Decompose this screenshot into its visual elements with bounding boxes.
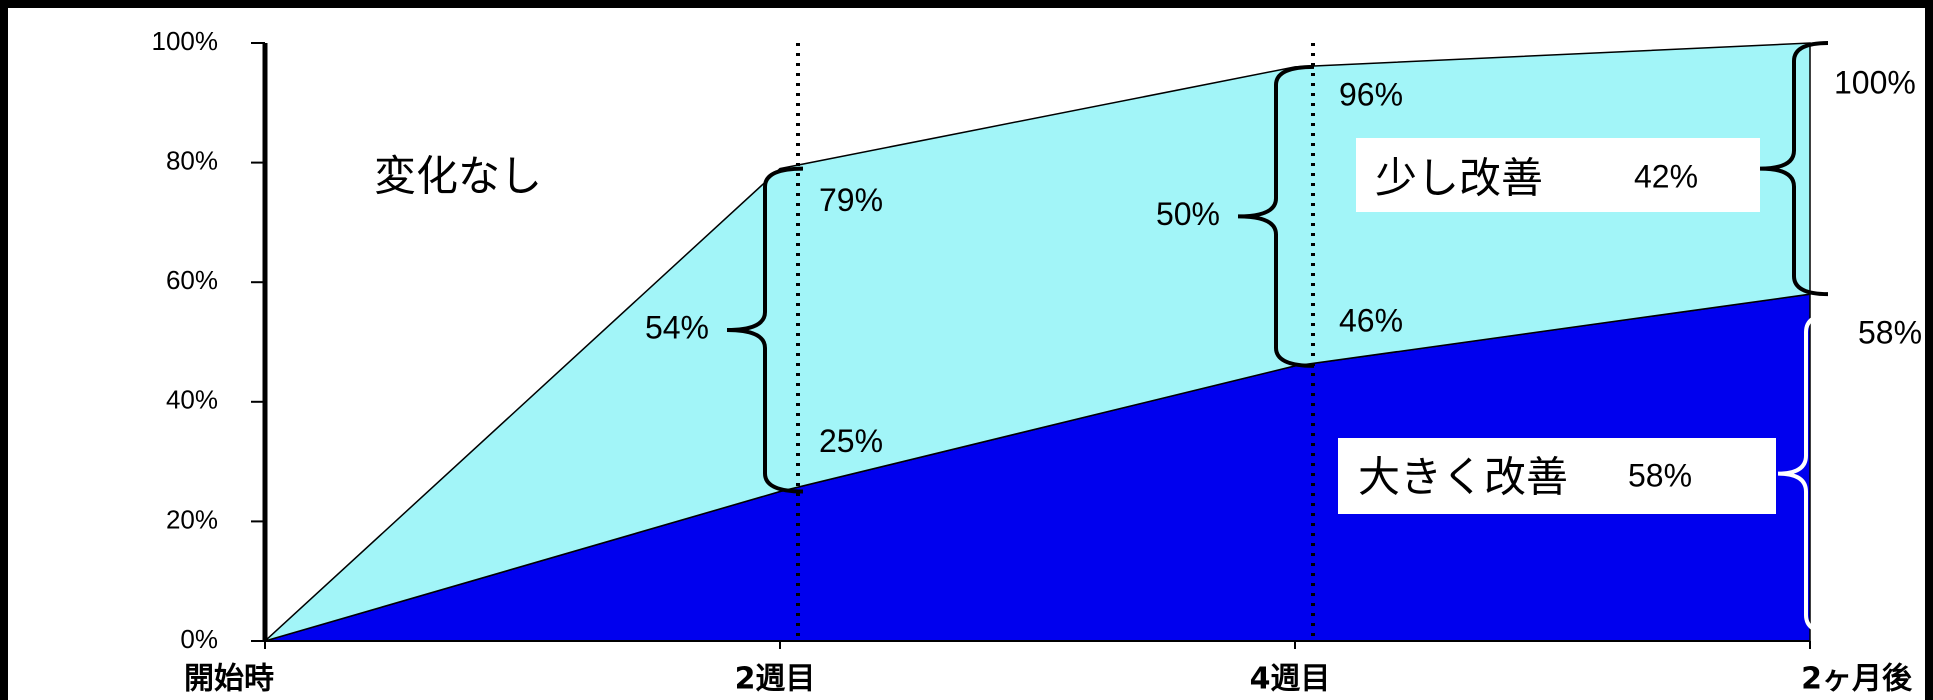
legend-label: 大きく改善 xyxy=(1358,453,1568,502)
legend-box xyxy=(1356,138,1760,212)
value-label: 42% xyxy=(1634,158,1698,194)
x-tick-label: 2ヶ月後 xyxy=(1801,662,1913,697)
x-tick-label: 2週目 xyxy=(735,662,816,697)
brace xyxy=(726,166,804,494)
annotation: 変化なし xyxy=(374,152,542,201)
value-label: 50% xyxy=(1156,196,1220,232)
y-tick-label: 60% xyxy=(166,265,218,295)
total-label: 79% xyxy=(819,182,883,218)
y-tick-label: 40% xyxy=(166,385,218,415)
y-tick-label: 80% xyxy=(166,145,218,175)
legend-label: 少し改善 xyxy=(1375,154,1543,203)
y-tick-label: 100% xyxy=(152,26,219,56)
value-label: 58% xyxy=(1858,315,1922,351)
brace xyxy=(1237,64,1315,368)
value-label: 25% xyxy=(819,423,883,459)
total-label: 100% xyxy=(1834,64,1916,100)
legend-box xyxy=(1338,438,1776,514)
total-label: 96% xyxy=(1339,76,1403,112)
value-label: 58% xyxy=(1628,457,1692,493)
brace xyxy=(1777,312,1835,635)
value-label: 54% xyxy=(645,309,709,345)
x-tick-label: 4週目 xyxy=(1250,662,1331,697)
value-label: 46% xyxy=(1339,302,1403,338)
y-tick-label: 0% xyxy=(180,624,218,654)
x-tick-label: 開始時 xyxy=(184,662,274,697)
y-tick-label: 20% xyxy=(166,504,218,534)
